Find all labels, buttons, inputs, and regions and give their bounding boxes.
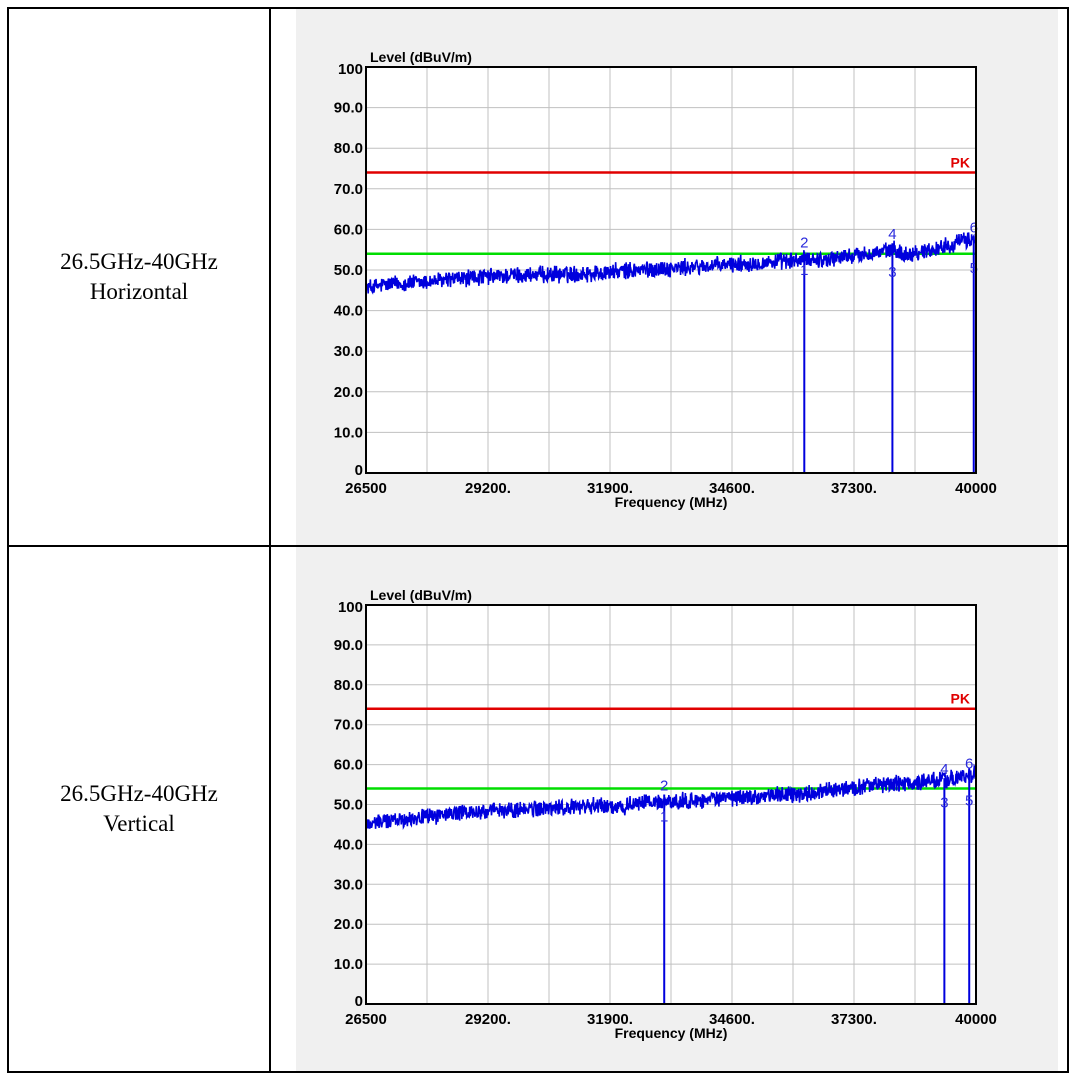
y-tick-label: 50.0 xyxy=(334,262,363,279)
x-tick-label: 29200. xyxy=(465,1011,511,1028)
x-tick-label: 26500 xyxy=(345,480,387,497)
y-tick-label: 100 xyxy=(338,599,363,616)
y-tick-label: 40.0 xyxy=(334,303,363,320)
y-tick-label: 10.0 xyxy=(334,424,363,441)
y-tick-label: 0 xyxy=(355,462,363,479)
y-tick-label: 90.0 xyxy=(334,637,363,654)
table-row: 26.5GHz-40GHz Horizontal PK 1 2 3 4 5 6 0 10.0 20… xyxy=(7,7,1069,547)
y-tick-label: 50.0 xyxy=(334,797,363,814)
series-trace xyxy=(365,763,977,831)
marker-label: 6 xyxy=(965,756,973,773)
polarization-label: Vertical xyxy=(103,811,175,836)
x-tick-label: 37300. xyxy=(831,1011,877,1028)
y-tick-label: 40.0 xyxy=(334,836,363,853)
marker-label: 4 xyxy=(888,226,896,243)
y-tick-label: 20.0 xyxy=(334,916,363,933)
band-label-cell: 26.5GHz-40GHz Horizontal xyxy=(9,9,271,545)
series-trace xyxy=(365,232,977,298)
y-tick-label: 30.0 xyxy=(334,876,363,893)
plot-cell: PK 1 2 3 4 5 6 0 10.0 20.0 30.0 40.0 50.0 60.0 70.0 80.… xyxy=(271,9,1067,545)
y-tick-label: 80.0 xyxy=(334,677,363,694)
x-tick-label: 34600. xyxy=(709,1011,755,1028)
marker-label: 6 xyxy=(970,219,978,236)
results-table: 26.5GHz-40GHz Horizontal PK 1 2 3 4 5 6 0 10.0 20… xyxy=(7,7,1069,1073)
x-tick-label: 31900. xyxy=(587,1011,633,1028)
band-range-label: 26.5GHz-40GHz xyxy=(60,781,218,806)
y-tick-label: 100 xyxy=(338,61,363,78)
limit-line-label: PK xyxy=(951,691,970,707)
emission-chart-vertical: PK 1 2 3 45 6 0 10.0 20.0 30.0 40.0 50.0 60.0 70.0 80.… xyxy=(334,587,997,1041)
y-tick-label: 70.0 xyxy=(334,181,363,198)
emission-chart-horizontal: PK 1 2 3 4 5 6 0 10.0 20.0 30.0 40.0 50.0 60.0 70.0 80.… xyxy=(334,49,997,510)
limit-line-label: PK xyxy=(951,155,970,171)
plot-cell: PK 1 2 3 4 5 6 0 10.0 20.0 30.0 40.0 50.0 60.0 70.0 80.… xyxy=(271,547,1067,1071)
y-axis-label: Level (dBuV/m) xyxy=(370,587,472,603)
x-axis-label: Frequency (MHz) xyxy=(615,1025,728,1041)
y-tick-label: 80.0 xyxy=(334,140,363,157)
marker-label: 3 xyxy=(940,795,948,812)
x-tick-label: 40000 xyxy=(955,1011,997,1028)
y-axis-label: Level (dBuV/m) xyxy=(370,49,472,65)
y-tick-label: 90.0 xyxy=(334,100,363,117)
marker-label: 4 xyxy=(940,761,948,778)
y-tick-label: 60.0 xyxy=(334,757,363,774)
band-range-label: 26.5GHz-40GHz xyxy=(60,249,218,274)
marker-label: 2 xyxy=(800,235,808,252)
y-tick-label: 20.0 xyxy=(334,384,363,401)
plot-frame xyxy=(365,66,977,474)
marker-label: 2 xyxy=(660,778,668,795)
x-tick-label: 31900. xyxy=(587,480,633,497)
x-axis-label: Frequency (MHz) xyxy=(615,494,728,510)
y-tick-label: 60.0 xyxy=(334,221,363,238)
marker-label: 1 xyxy=(660,808,668,825)
y-tick-label: 70.0 xyxy=(334,717,363,734)
band-label-cell: 26.5GHz-40GHz Vertical xyxy=(9,547,271,1071)
x-tick-label: 26500 xyxy=(345,1011,387,1028)
x-tick-label: 37300. xyxy=(831,480,877,497)
x-tick-label: 29200. xyxy=(465,480,511,497)
marker-label: 5 xyxy=(965,793,973,810)
table-row: 26.5GHz-40GHz Vertical PK 1 2 3 4 5 6 0 10.0 20.0… xyxy=(7,545,1069,1073)
marker-label: 1 xyxy=(800,262,808,279)
y-tick-label: 30.0 xyxy=(334,343,363,360)
plot-frame xyxy=(365,604,977,1005)
y-tick-label: 10.0 xyxy=(334,956,363,973)
marker-label: 5 xyxy=(970,260,978,277)
polarization-label: Horizontal xyxy=(89,279,189,304)
x-tick-label: 40000 xyxy=(955,480,997,497)
marker-label: 3 xyxy=(888,264,896,281)
y-tick-label: 0 xyxy=(355,993,363,1010)
x-tick-label: 34600. xyxy=(709,480,755,497)
